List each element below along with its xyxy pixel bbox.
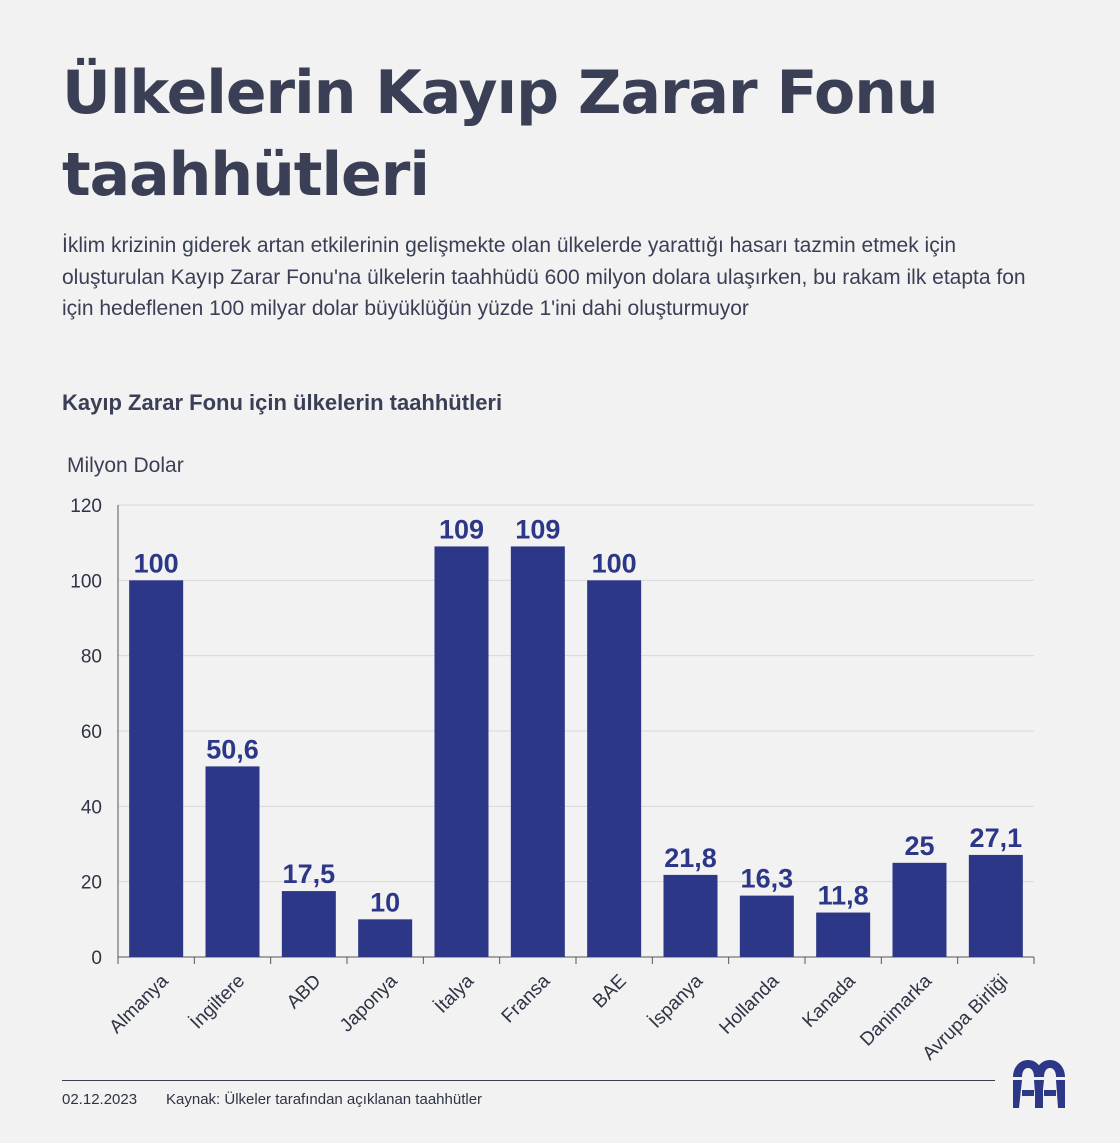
footer-date: 02.12.2023: [62, 1091, 138, 1108]
bar-10: [892, 862, 947, 957]
value-labels: 100 50,6 17,5 10 109 109 100 21,8 16,3 11,8 25 27,1: [134, 514, 1022, 917]
value-label: 16,3: [741, 864, 794, 894]
x-tick-label: Kanada: [799, 970, 860, 1031]
x-tick-label: Hollanda: [716, 970, 784, 1038]
grid-lines: [118, 504, 1034, 883]
value-label: 100: [134, 548, 179, 578]
x-tick-label: İtalya: [431, 970, 478, 1017]
bars: [129, 546, 1023, 957]
page-subtitle: İklim krizinin giderek artan etkilerinin…: [62, 234, 1026, 320]
x-tick-label: BAE: [589, 971, 631, 1013]
value-label: 27,1: [970, 823, 1023, 853]
aa-logo-icon: [1013, 1060, 1065, 1108]
bar-9: [816, 912, 871, 957]
x-tick-label: Fransa: [498, 970, 555, 1027]
y-tick-label: 100: [70, 571, 102, 592]
value-label: 50,6: [206, 734, 259, 764]
bar-3: [358, 919, 413, 957]
footer-source: Kaynak: Ülkeler tarafından açıklanan taa…: [166, 1091, 483, 1108]
bar-2: [281, 891, 336, 957]
bar-6: [587, 580, 642, 957]
bar-7: [663, 874, 718, 957]
x-tick-label: Japonya: [336, 970, 402, 1036]
y-tick-labels: 0 20 40 60 80 100 120: [70, 496, 102, 969]
bar-1: [205, 766, 260, 957]
x-tick-label: Almanya: [106, 970, 173, 1037]
y-tick-label: 40: [81, 797, 102, 818]
x-tick-label: ABD: [283, 971, 325, 1013]
y-tick-label: 60: [81, 722, 102, 743]
y-tick-label: 120: [70, 496, 102, 517]
bar-11: [968, 854, 1023, 957]
x-tick-label: İspanya: [645, 970, 707, 1032]
x-tick-labels: Almanya İngiltere ABD Japonya İtalya Fransa BA…: [106, 970, 1013, 1064]
value-label: 25: [904, 831, 934, 861]
value-label: 21,8: [664, 843, 717, 873]
value-label: 11,8: [818, 881, 869, 911]
bar-0: [129, 580, 184, 957]
bar-4: [434, 546, 489, 957]
value-label: 109: [439, 514, 484, 544]
footer-divider: [62, 1080, 995, 1081]
axes: [117, 505, 1035, 964]
value-label: 109: [515, 514, 560, 544]
x-tick-label: İngiltere: [186, 971, 249, 1034]
bar-8: [739, 895, 794, 957]
y-axis-unit-label: Milyon Dolar: [67, 454, 184, 477]
value-label: 10: [370, 887, 400, 917]
chart-title: Kayıp Zarar Fonu için ülkelerin taahhütl…: [62, 390, 503, 415]
y-tick-label: 20: [81, 873, 102, 894]
x-tick-label: Danimarka: [856, 970, 936, 1050]
value-label: 100: [592, 548, 637, 578]
y-tick-label: 0: [91, 948, 102, 969]
y-tick-label: 80: [81, 647, 102, 668]
page-title: Ülkelerin Kayıp Zarar Fonu taahhütleri: [62, 58, 939, 210]
bar-5: [510, 546, 565, 957]
value-label: 17,5: [283, 859, 336, 889]
